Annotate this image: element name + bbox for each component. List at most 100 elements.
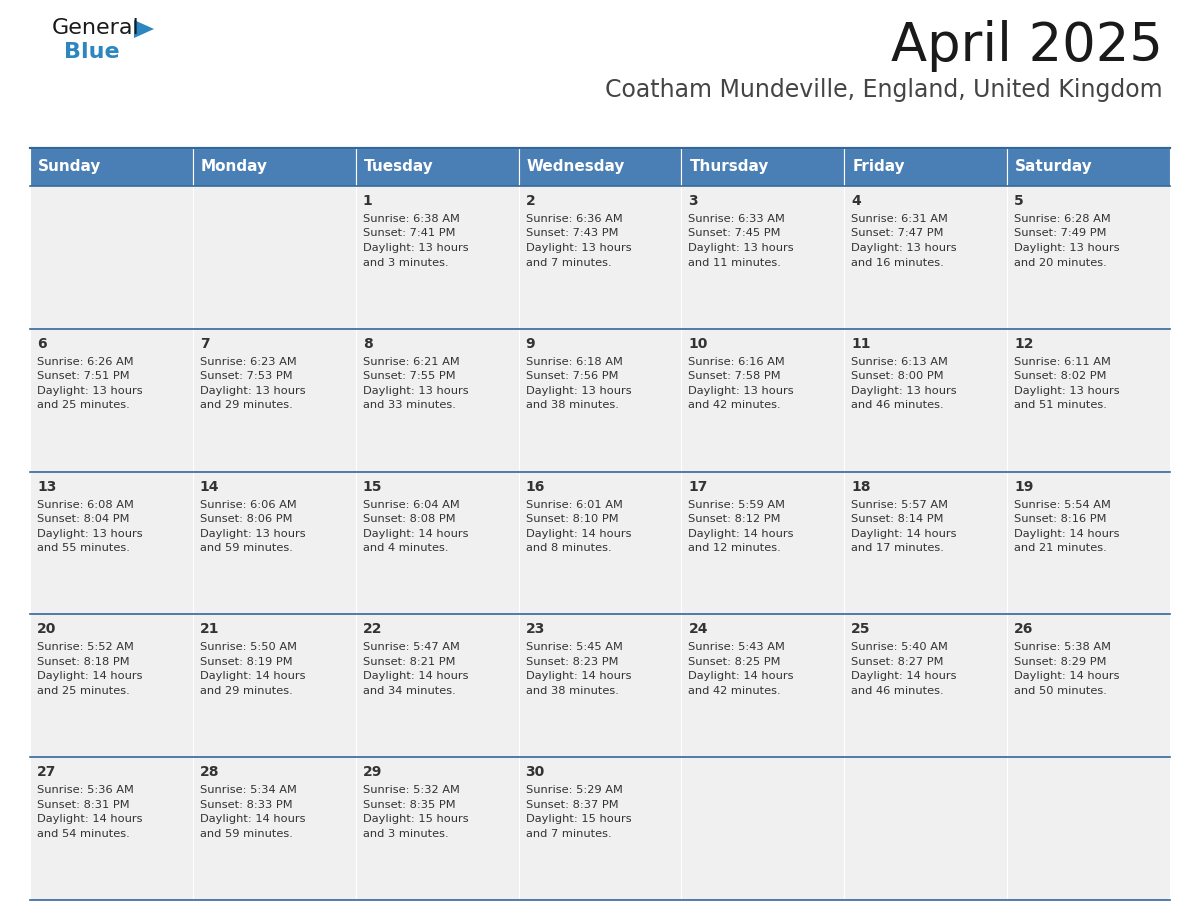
Text: 22: 22 — [362, 622, 383, 636]
Text: Sunrise: 5:59 AM: Sunrise: 5:59 AM — [688, 499, 785, 509]
Text: 14: 14 — [200, 479, 220, 494]
Text: Daylight: 13 hours: Daylight: 13 hours — [525, 386, 631, 396]
Text: Sunrise: 5:50 AM: Sunrise: 5:50 AM — [200, 643, 297, 653]
Text: Sunrise: 6:01 AM: Sunrise: 6:01 AM — [525, 499, 623, 509]
Text: Monday: Monday — [201, 160, 267, 174]
Text: 24: 24 — [688, 622, 708, 636]
Text: and 46 minutes.: and 46 minutes. — [852, 686, 944, 696]
Text: Sunset: 8:31 PM: Sunset: 8:31 PM — [37, 800, 129, 810]
Text: and 38 minutes.: and 38 minutes. — [525, 686, 619, 696]
Text: Sunset: 7:41 PM: Sunset: 7:41 PM — [362, 229, 455, 239]
Text: Sunrise: 5:34 AM: Sunrise: 5:34 AM — [200, 785, 297, 795]
Text: Sunrise: 5:40 AM: Sunrise: 5:40 AM — [852, 643, 948, 653]
Bar — [519, 329, 682, 472]
Text: 11: 11 — [852, 337, 871, 351]
Text: Coatham Mundeville, England, United Kingdom: Coatham Mundeville, England, United King… — [606, 78, 1163, 102]
Text: Wednesday: Wednesday — [526, 160, 625, 174]
Bar — [355, 472, 519, 614]
Text: Sunset: 7:56 PM: Sunset: 7:56 PM — [525, 371, 618, 381]
Text: 27: 27 — [37, 766, 56, 779]
Text: Sunset: 7:55 PM: Sunset: 7:55 PM — [362, 371, 455, 381]
Text: Daylight: 13 hours: Daylight: 13 hours — [1015, 386, 1120, 396]
Text: Sunrise: 5:43 AM: Sunrise: 5:43 AM — [688, 643, 785, 653]
Text: Sunset: 8:27 PM: Sunset: 8:27 PM — [852, 657, 943, 666]
Text: Sunset: 8:08 PM: Sunset: 8:08 PM — [362, 514, 455, 524]
Bar — [845, 148, 1007, 186]
Text: and 25 minutes.: and 25 minutes. — [37, 686, 129, 696]
Text: 26: 26 — [1015, 622, 1034, 636]
Bar — [30, 148, 192, 186]
Text: Daylight: 13 hours: Daylight: 13 hours — [688, 386, 794, 396]
Text: Daylight: 13 hours: Daylight: 13 hours — [37, 529, 143, 539]
Text: Sunrise: 6:13 AM: Sunrise: 6:13 AM — [852, 357, 948, 367]
Text: Daylight: 13 hours: Daylight: 13 hours — [200, 386, 305, 396]
Text: Sunset: 8:37 PM: Sunset: 8:37 PM — [525, 800, 618, 810]
Text: Sunrise: 5:32 AM: Sunrise: 5:32 AM — [362, 785, 460, 795]
Text: Friday: Friday — [852, 160, 905, 174]
Text: Daylight: 14 hours: Daylight: 14 hours — [688, 671, 794, 681]
Bar — [30, 329, 192, 472]
Text: Sunrise: 6:33 AM: Sunrise: 6:33 AM — [688, 214, 785, 224]
Bar — [30, 757, 192, 900]
Text: and 42 minutes.: and 42 minutes. — [688, 400, 781, 410]
Text: and 4 minutes.: and 4 minutes. — [362, 543, 448, 554]
Text: 20: 20 — [37, 622, 56, 636]
Text: General: General — [52, 18, 140, 38]
Text: Sunrise: 5:47 AM: Sunrise: 5:47 AM — [362, 643, 460, 653]
Text: and 55 minutes.: and 55 minutes. — [37, 543, 129, 554]
Bar — [192, 329, 355, 472]
Text: and 38 minutes.: and 38 minutes. — [525, 400, 619, 410]
Bar — [1007, 472, 1170, 614]
Text: Daylight: 14 hours: Daylight: 14 hours — [852, 529, 956, 539]
Text: Sunset: 8:00 PM: Sunset: 8:00 PM — [852, 371, 944, 381]
Text: Daylight: 14 hours: Daylight: 14 hours — [362, 529, 468, 539]
Text: Daylight: 13 hours: Daylight: 13 hours — [362, 243, 468, 253]
Text: Sunrise: 5:45 AM: Sunrise: 5:45 AM — [525, 643, 623, 653]
Text: Sunrise: 6:21 AM: Sunrise: 6:21 AM — [362, 357, 460, 367]
Text: Sunrise: 5:38 AM: Sunrise: 5:38 AM — [1015, 643, 1111, 653]
Text: Sunset: 7:45 PM: Sunset: 7:45 PM — [688, 229, 781, 239]
Text: Sunset: 8:25 PM: Sunset: 8:25 PM — [688, 657, 781, 666]
Bar — [845, 757, 1007, 900]
Text: Daylight: 14 hours: Daylight: 14 hours — [37, 814, 143, 824]
Text: Daylight: 14 hours: Daylight: 14 hours — [525, 671, 631, 681]
Text: 29: 29 — [362, 766, 383, 779]
Text: and 7 minutes.: and 7 minutes. — [525, 258, 611, 267]
Text: Daylight: 14 hours: Daylight: 14 hours — [200, 814, 305, 824]
Bar — [30, 614, 192, 757]
Text: Sunrise: 6:31 AM: Sunrise: 6:31 AM — [852, 214, 948, 224]
Text: Sunset: 8:18 PM: Sunset: 8:18 PM — [37, 657, 129, 666]
Bar — [1007, 186, 1170, 329]
Text: Sunset: 7:43 PM: Sunset: 7:43 PM — [525, 229, 618, 239]
Text: Sunset: 8:12 PM: Sunset: 8:12 PM — [688, 514, 781, 524]
Text: Daylight: 13 hours: Daylight: 13 hours — [37, 386, 143, 396]
Text: Sunset: 8:14 PM: Sunset: 8:14 PM — [852, 514, 943, 524]
Text: Sunrise: 5:52 AM: Sunrise: 5:52 AM — [37, 643, 134, 653]
Text: Sunset: 8:02 PM: Sunset: 8:02 PM — [1015, 371, 1107, 381]
Text: Sunrise: 5:36 AM: Sunrise: 5:36 AM — [37, 785, 134, 795]
Text: Sunset: 8:16 PM: Sunset: 8:16 PM — [1015, 514, 1107, 524]
Bar — [355, 148, 519, 186]
Text: Sunrise: 6:18 AM: Sunrise: 6:18 AM — [525, 357, 623, 367]
Text: and 16 minutes.: and 16 minutes. — [852, 258, 944, 267]
Text: 30: 30 — [525, 766, 545, 779]
Text: Daylight: 14 hours: Daylight: 14 hours — [1015, 671, 1119, 681]
Text: 18: 18 — [852, 479, 871, 494]
Text: Daylight: 13 hours: Daylight: 13 hours — [200, 529, 305, 539]
Text: Daylight: 14 hours: Daylight: 14 hours — [1015, 529, 1119, 539]
Bar — [192, 472, 355, 614]
Text: Sunrise: 6:28 AM: Sunrise: 6:28 AM — [1015, 214, 1111, 224]
Text: 7: 7 — [200, 337, 209, 351]
Bar — [192, 148, 355, 186]
Text: and 25 minutes.: and 25 minutes. — [37, 400, 129, 410]
Bar — [845, 329, 1007, 472]
Text: and 17 minutes.: and 17 minutes. — [852, 543, 944, 554]
Bar — [682, 329, 845, 472]
Text: Blue: Blue — [64, 42, 120, 62]
Text: Sunset: 7:58 PM: Sunset: 7:58 PM — [688, 371, 781, 381]
Text: Sunset: 8:04 PM: Sunset: 8:04 PM — [37, 514, 129, 524]
Text: 28: 28 — [200, 766, 220, 779]
Text: Sunset: 7:53 PM: Sunset: 7:53 PM — [200, 371, 292, 381]
Text: and 3 minutes.: and 3 minutes. — [362, 829, 448, 839]
Text: Sunset: 8:21 PM: Sunset: 8:21 PM — [362, 657, 455, 666]
